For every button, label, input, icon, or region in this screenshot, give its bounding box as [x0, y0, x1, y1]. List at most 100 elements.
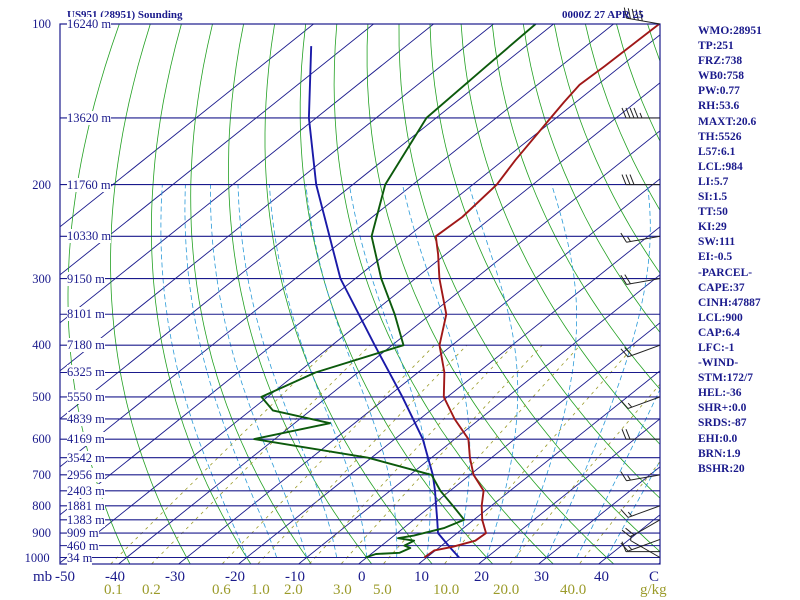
pressure-tick-label: 700 — [32, 467, 51, 482]
wind-barb — [621, 107, 660, 119]
index-item: PW:0.77 — [698, 85, 740, 98]
moist-adiabat-line — [516, 184, 577, 558]
mixing-ratio-tick-label: 2.0 — [284, 582, 303, 598]
index-item: -WIND- — [698, 357, 739, 370]
dewpoint-trace — [253, 24, 537, 559]
temperature-tick-label: -30 — [165, 569, 185, 585]
height-label: 1881 m — [67, 498, 105, 513]
mixing-ratio-tick-label: 0.6 — [212, 582, 231, 598]
index-item: RH:53.6 — [698, 100, 740, 113]
height-label: 34 m — [67, 550, 93, 565]
wind-barb — [621, 174, 660, 186]
isotherm-line — [60, 24, 375, 276]
parcel-trace — [307, 46, 460, 559]
height-label: 460 m — [67, 538, 99, 553]
wind-barb — [621, 428, 660, 440]
index-item: CAP:6.4 — [698, 326, 740, 339]
index-item: EHI:0.0 — [698, 432, 738, 445]
index-item: LCL:900 — [698, 311, 743, 324]
height-label: 4169 m — [67, 432, 105, 447]
pressure-unit-label: mb — [33, 569, 53, 585]
temperature-tick-label: -40 — [105, 569, 125, 585]
mixing-ratio-tick-label: 5.0 — [373, 582, 392, 598]
pressure-tick-label: 400 — [32, 338, 51, 353]
temperature-tick-label: -10 — [285, 569, 305, 585]
index-item: -PARCEL- — [698, 266, 753, 279]
isotherm-line — [357, 322, 660, 564]
height-label: 8101 m — [67, 307, 105, 322]
isotherms — [60, 24, 660, 564]
mixing-ratio-line — [382, 344, 581, 564]
temperature-tick-label: 20 — [474, 569, 489, 585]
index-item: BSHR:20 — [698, 462, 745, 475]
height-label: 11760 m — [67, 177, 111, 192]
mixing-ratio-tick-label: 1.0 — [251, 582, 270, 598]
temperature-tick-label: 10 — [414, 569, 429, 585]
wind-barb — [623, 7, 661, 25]
mixing-ratio-tick-label: 3.0 — [333, 582, 352, 598]
index-item: LI:5.7 — [698, 175, 729, 188]
height-label: 9150 m — [67, 271, 105, 286]
index-item: HEL:-36 — [698, 387, 742, 400]
temperature-tick-label: -50 — [55, 569, 75, 585]
pressure-tick-label: 300 — [32, 271, 51, 286]
mixing-ratio-tick-label: 0.2 — [142, 582, 161, 598]
height-label: 1383 m — [67, 512, 105, 527]
moist-adiabat-line — [349, 184, 431, 558]
height-label: 2956 m — [67, 467, 105, 482]
datetime-title: 0000Z 27 APR 25 — [562, 9, 644, 21]
temperature-tick-label: 0 — [358, 569, 366, 585]
mixing-ratio-line — [150, 344, 371, 564]
isotherm-line — [60, 34, 660, 516]
height-label: 909 m — [67, 526, 99, 541]
index-item: SI:1.5 — [698, 191, 728, 204]
mixing-ratio-tick-label: 20.0 — [493, 582, 520, 598]
wind-barb — [620, 505, 661, 518]
wind-barb — [620, 538, 661, 552]
pressure-tick-label: 1000 — [24, 550, 50, 565]
index-item: TH:5526 — [698, 130, 742, 143]
mixing-ratio-line — [221, 344, 435, 564]
height-label: 16240 m — [67, 17, 112, 31]
moist-adiabat-line — [184, 184, 278, 558]
moist-adiabat-line — [210, 184, 308, 558]
isotherm-line — [177, 178, 660, 564]
wind-barb — [620, 274, 661, 285]
height-label: 2403 m — [67, 483, 105, 498]
mixing-ratio-tick-label: 10.0 — [433, 582, 460, 598]
pressure-tick-label: 100 — [32, 17, 51, 31]
mixing-ratio-line — [443, 344, 636, 564]
index-item: L57:6.1 — [698, 145, 736, 158]
isotherm-line — [60, 82, 660, 564]
pressure-tick-label: 500 — [32, 389, 51, 404]
isotherm-line — [60, 24, 555, 420]
index-item: SRDS:-87 — [698, 417, 747, 430]
moist-adiabat-line — [402, 184, 471, 558]
index-item: LCL:984 — [698, 160, 743, 173]
index-item: BRN:1.9 — [698, 447, 741, 460]
temperature-tick-label: C — [649, 569, 660, 585]
height-label: 13620 m — [67, 110, 112, 125]
temperature-tick-label: 40 — [594, 569, 609, 585]
mixing-ratio-line — [509, 383, 660, 564]
mixing-unit-label: g/kg — [640, 582, 667, 598]
isotherm-line — [60, 24, 615, 468]
moist-adiabat-line — [160, 184, 248, 558]
isotherm-line — [60, 24, 495, 372]
isotherm-line — [60, 24, 435, 324]
pressure-tick-label: 800 — [32, 498, 51, 513]
isobars — [60, 24, 660, 559]
index-item: SW:111 — [698, 236, 736, 249]
isotherm-line — [297, 274, 660, 564]
index-item: WB0:758 — [698, 70, 744, 83]
height-label: 7180 m — [67, 338, 105, 353]
temperature-tick-label: 30 — [534, 569, 549, 585]
index-item: TT:50 — [698, 206, 728, 219]
isotherm-line — [537, 466, 660, 564]
pressure-tick-label: 200 — [32, 177, 51, 192]
mixing-ratio-tick-label: 40.0 — [560, 582, 587, 598]
height-label: 6325 m — [67, 365, 105, 380]
index-item: TP:251 — [698, 40, 734, 53]
index-item: SHR+:0.0 — [698, 402, 747, 415]
